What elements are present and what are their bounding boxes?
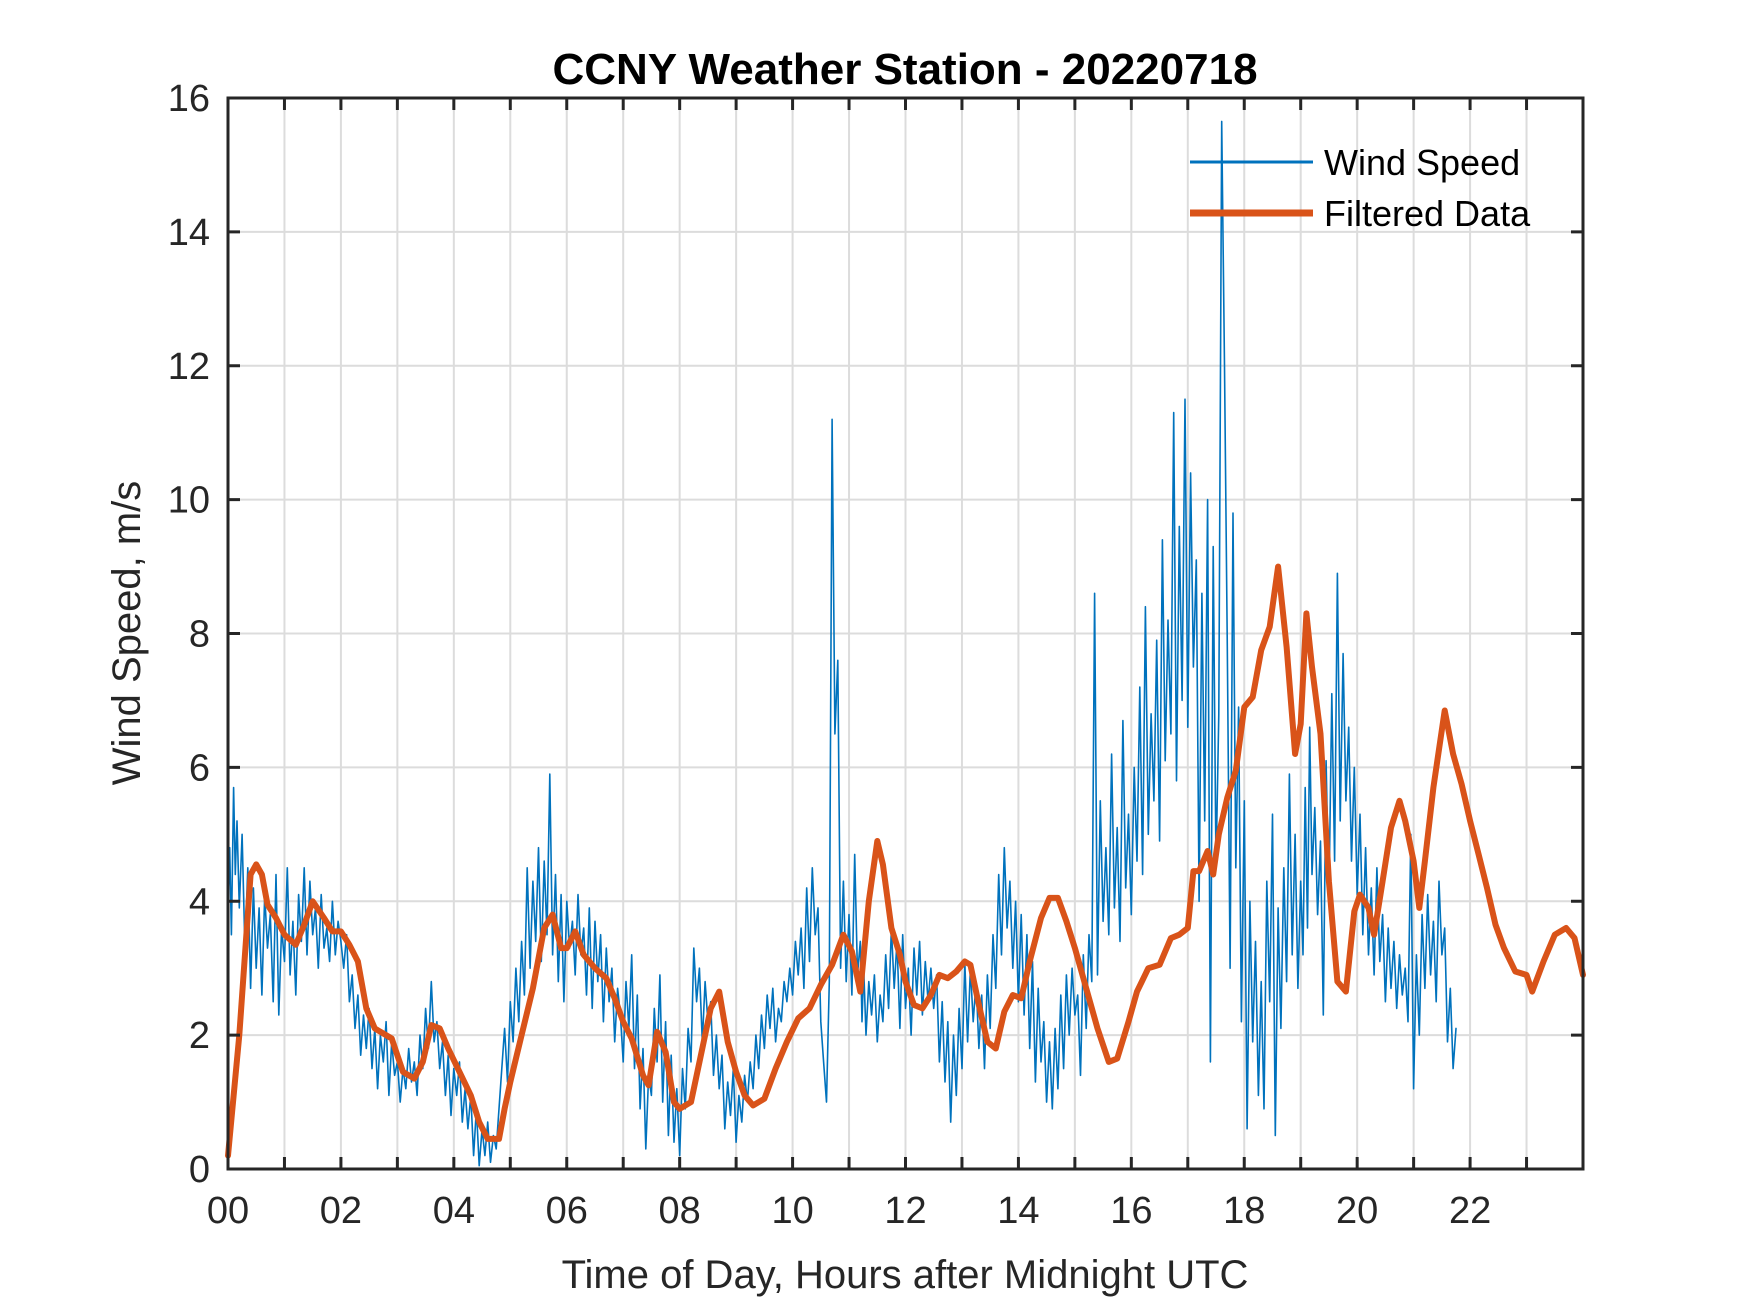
series-line-filtered-data <box>225 563 1586 1159</box>
y-tick-label: 14 <box>168 212 210 254</box>
x-tick-label: 18 <box>1223 1190 1265 1232</box>
legend: Wind Speed Filtered Data <box>1190 142 1531 234</box>
series-layer <box>225 120 1586 1167</box>
y-tick-label: 2 <box>189 1015 210 1057</box>
y-tick-label: 0 <box>189 1149 210 1191</box>
legend-label-filtered-data: Filtered Data <box>1324 193 1531 234</box>
y-tick-label: 10 <box>168 480 210 522</box>
x-tick-label: 08 <box>659 1190 701 1232</box>
x-tick-label: 22 <box>1449 1190 1491 1232</box>
y-tick-label: 4 <box>189 881 210 923</box>
x-tick-label: 00 <box>207 1190 249 1232</box>
x-tick-label: 16 <box>1110 1190 1152 1232</box>
x-tick-label: 14 <box>997 1190 1039 1232</box>
chart-title: CCNY Weather Station - 20220718 <box>552 45 1257 94</box>
y-tick-label: 16 <box>168 78 210 120</box>
y-tick-label: 12 <box>168 346 210 388</box>
y-tick-label: 6 <box>189 747 210 789</box>
y-tick-label: 8 <box>189 614 210 656</box>
x-tick-label: 10 <box>771 1190 813 1232</box>
x-tick-label: 20 <box>1336 1190 1378 1232</box>
x-axis-label: Time of Day, Hours after Midnight UTC <box>562 1253 1249 1297</box>
tick-marks <box>228 98 1583 1169</box>
y-axis-label: Wind Speed, m/s <box>105 481 149 786</box>
x-tick-label: 02 <box>320 1190 362 1232</box>
y-tick-labels: 0 2 4 6 8 10 12 14 16 <box>168 78 210 1191</box>
x-tick-labels: 00 02 04 06 08 10 12 14 16 18 20 22 <box>207 1190 1491 1232</box>
legend-label-wind-speed: Wind Speed <box>1324 142 1520 183</box>
x-tick-label: 06 <box>546 1190 588 1232</box>
grid-lines <box>228 98 1583 1169</box>
x-tick-label: 04 <box>433 1190 475 1232</box>
x-tick-label: 12 <box>884 1190 926 1232</box>
